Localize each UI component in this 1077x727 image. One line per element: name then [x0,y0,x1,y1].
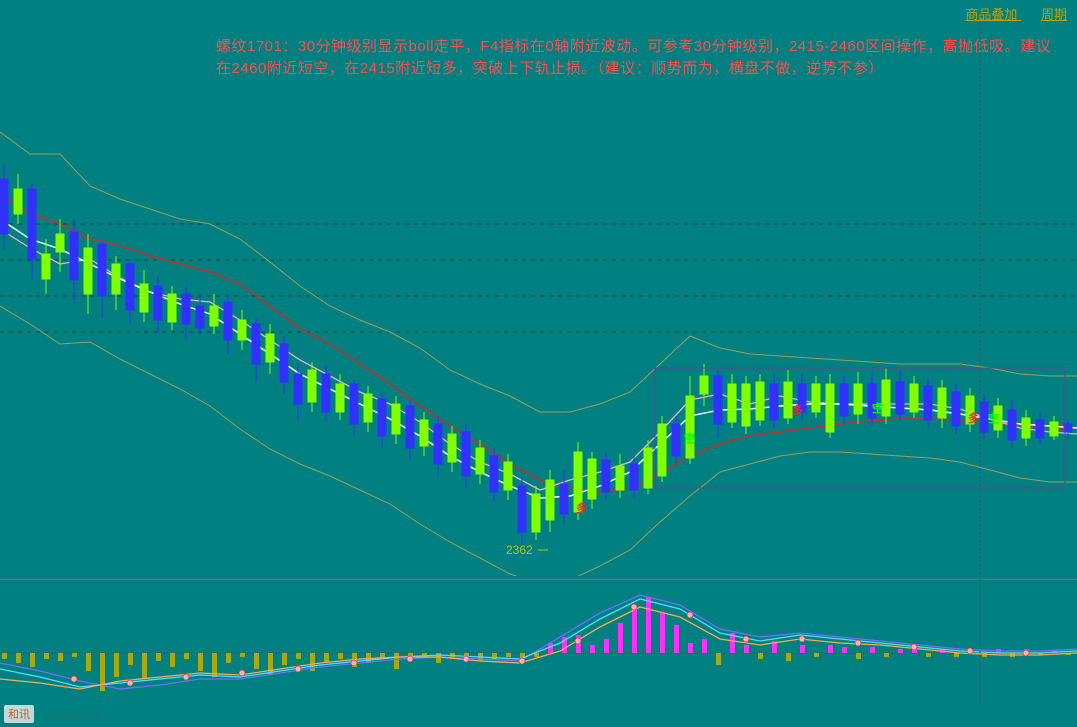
svg-text:空: 空 [872,401,883,415]
svg-text:2362: 2362 [506,543,533,557]
svg-text:多: 多 [792,403,803,417]
svg-text:多: 多 [576,501,587,515]
svg-text:多: 多 [968,411,979,425]
svg-text:空: 空 [684,431,695,445]
watermark-logo: 和讯 [4,705,34,723]
svg-text:空: 空 [988,411,999,425]
indicator-sub-chart[interactable] [0,578,1077,706]
link-product-overlay[interactable]: 商品叠加 [965,7,1017,22]
watermark-url: hexun.com [44,711,98,723]
main-candle-chart[interactable]: 2362多空多空多空 [0,24,1077,576]
link-period[interactable]: 周期 [1041,7,1067,22]
header-toolbar: 商品叠加 周期 [945,4,1067,23]
